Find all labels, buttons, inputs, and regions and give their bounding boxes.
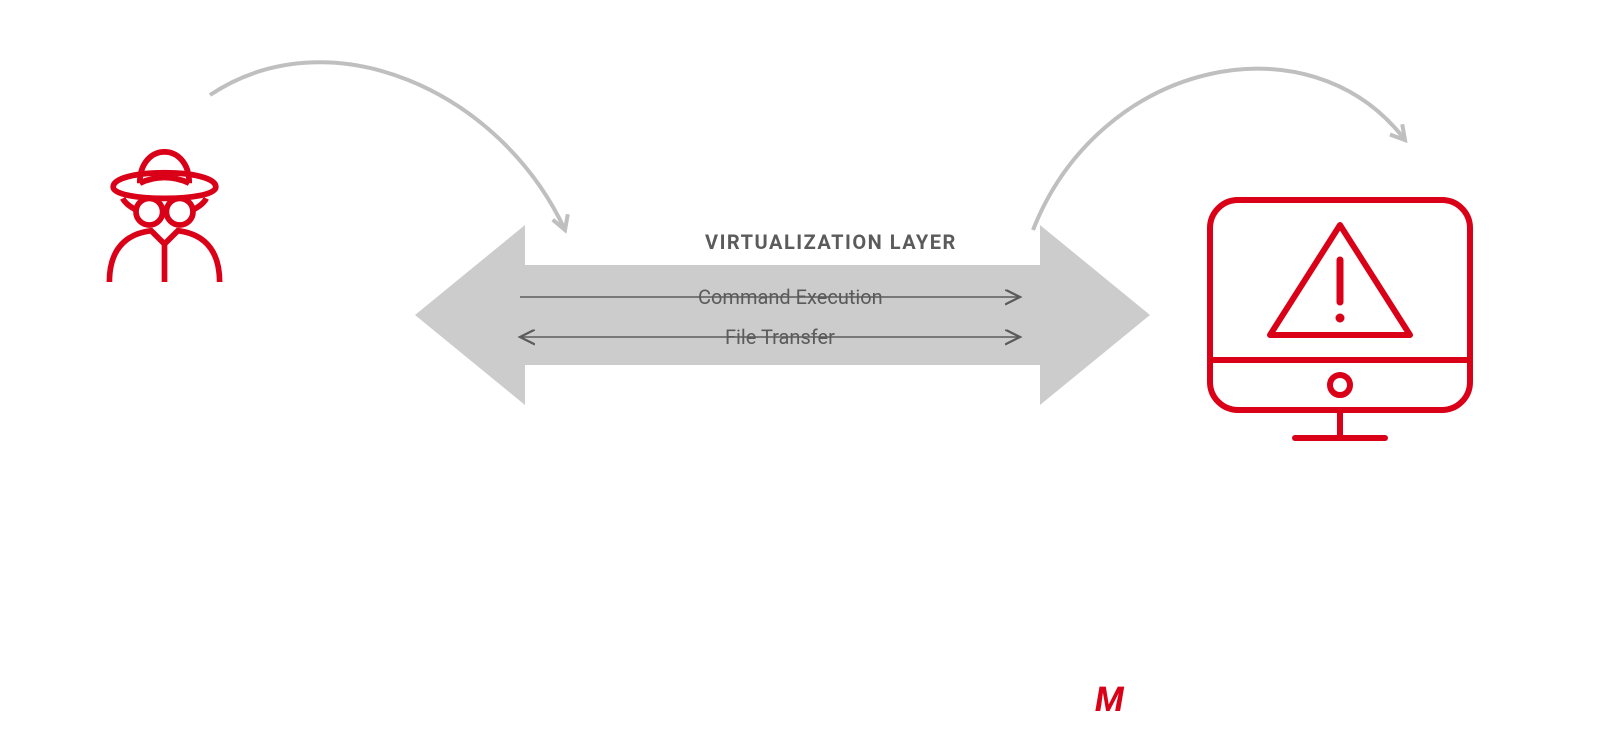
curved-arrow-left xyxy=(210,62,568,230)
diagram-svg xyxy=(0,0,1600,739)
diagram-canvas: VIRTUALIZATION LAYER Command Execution F… xyxy=(0,0,1600,739)
virtualization-layer-title: VIRTUALIZATION LAYER xyxy=(705,230,957,254)
attacker-icon xyxy=(109,152,219,282)
brand-mark: M xyxy=(1095,680,1124,720)
command-execution-label: Command Execution xyxy=(698,285,883,309)
compromised-computer-icon xyxy=(1210,200,1470,438)
file-transfer-label: File Transfer xyxy=(725,325,835,349)
